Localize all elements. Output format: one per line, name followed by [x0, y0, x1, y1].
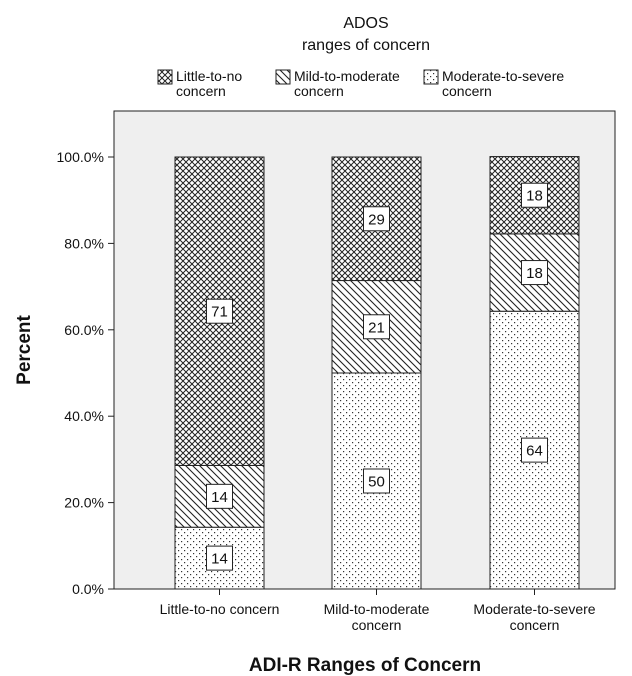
legend-swatch [157, 69, 173, 85]
data-label: 21 [368, 319, 385, 336]
data-label: 29 [368, 211, 385, 228]
data-label-box [521, 182, 548, 208]
data-labels: 14 14 71 50 21 29 64 18 18 [206, 182, 548, 571]
x-tick-label: Little-to-no concern [160, 601, 280, 617]
y-tick-label: 80.0% [64, 235, 104, 251]
legend-title-line-1: ADOS [343, 15, 388, 32]
x-tick-label: Mild-to-moderate [324, 601, 430, 617]
x-tick-label: concern [352, 617, 402, 633]
data-label: 64 [526, 443, 543, 460]
data-label-box [206, 298, 233, 324]
x-axis-title: ADI-R Ranges of Concern [249, 655, 481, 676]
data-label-box [206, 545, 233, 571]
data-label-box [363, 206, 390, 232]
data-label: 50 [368, 474, 385, 491]
legend-swatch [275, 69, 291, 85]
legend-label: concern [442, 83, 492, 99]
legend-items: Little-to-noconcernMild-to-moderateconce… [157, 68, 564, 99]
data-label-box [363, 468, 390, 494]
legend: ADOS ranges of concern Little-to-noconce… [157, 15, 564, 99]
x-axis: Little-to-no concern Mild-to-moderateconc… [160, 589, 596, 633]
legend-label: Little-to-no [176, 68, 242, 84]
legend-label: concern [294, 83, 344, 99]
x-tick-label: concern [510, 617, 560, 633]
data-label: 18 [526, 265, 543, 282]
data-label-box [521, 260, 548, 286]
legend-label: Mild-to-moderate [294, 68, 400, 84]
legend-label: concern [176, 83, 226, 99]
data-label-box [521, 437, 548, 463]
y-axis: 0.0% 20.0% 40.0% 60.0% 80.0% 100.0% [57, 149, 114, 597]
y-tick-label: 100.0% [57, 149, 104, 165]
legend-swatch [423, 69, 439, 85]
x-tick-label: Moderate-to-severe [473, 601, 595, 617]
y-tick-label: 0.0% [72, 581, 104, 597]
data-label-box [363, 314, 390, 340]
data-label: 18 [526, 188, 543, 205]
legend-title-line-2: ranges of concern [302, 37, 430, 54]
y-tick-label: 20.0% [64, 495, 104, 511]
y-tick-label: 40.0% [64, 408, 104, 424]
data-label: 14 [211, 551, 228, 568]
legend-label: Moderate-to-severe [442, 68, 564, 84]
y-axis-title: Percent [14, 314, 35, 384]
data-label: 14 [211, 489, 228, 506]
y-tick-label: 60.0% [64, 322, 104, 338]
data-label-box [206, 483, 233, 509]
data-label: 71 [211, 304, 228, 321]
